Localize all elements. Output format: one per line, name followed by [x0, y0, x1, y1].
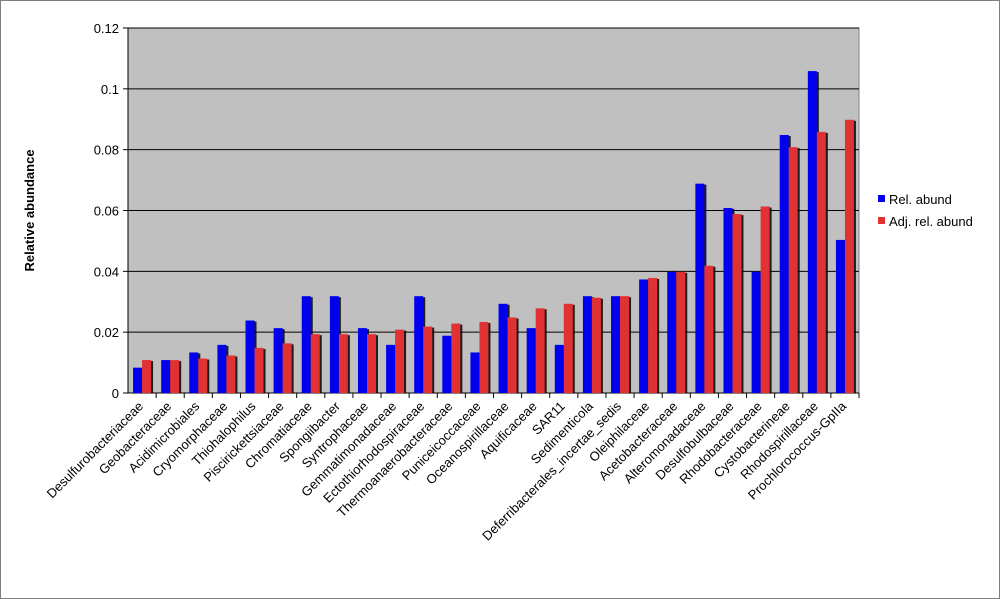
bar-adj-rel-abund [788, 147, 800, 393]
y-tick-label: 0.1 [101, 82, 119, 97]
bar-rel-abund [751, 271, 763, 393]
bar-adj-rel-abund [142, 360, 154, 393]
bar-rel-abund [442, 335, 454, 393]
bar-adj-rel-abund [395, 329, 407, 393]
bars [133, 71, 856, 394]
y-tick-label: 0.04 [94, 264, 119, 279]
bar-adj-rel-abund [620, 296, 632, 393]
bar-rel-abund [357, 328, 369, 393]
bar-adj-rel-abund [816, 131, 828, 393]
bar-adj-rel-abund [451, 323, 463, 393]
bar-adj-rel-abund [704, 265, 716, 393]
y-tick-label: 0.12 [94, 21, 119, 36]
bar-rel-abund [779, 134, 791, 393]
bar-adj-rel-abund [507, 317, 519, 393]
bar-rel-abund [554, 344, 566, 393]
x-axis-labels: DesulfurobacteriaceaeGeobacteraceaeAcidi… [44, 393, 860, 544]
bar-adj-rel-abund [226, 355, 238, 393]
legend-swatch [878, 195, 885, 202]
bar-rel-abund [245, 320, 257, 393]
bar-rel-abund [161, 360, 173, 393]
bar-adj-rel-abund [198, 358, 210, 393]
legend-label: Adj. rel. abund [889, 214, 973, 229]
bar-rel-abund [386, 344, 398, 393]
bar-adj-rel-abund [170, 360, 182, 393]
bar-adj-rel-abund [479, 322, 491, 393]
legend-label: Rel. abund [889, 192, 952, 207]
bar-adj-rel-abund [676, 271, 688, 393]
bar-adj-rel-abund [591, 297, 603, 393]
bar-rel-abund [329, 296, 341, 393]
bar-rel-abund [611, 296, 623, 393]
bar-adj-rel-abund [844, 119, 856, 393]
bar-rel-abund [526, 328, 538, 393]
legend-swatch [878, 217, 885, 224]
bar-adj-rel-abund [310, 334, 322, 393]
bar-rel-abund [470, 352, 482, 393]
bar-rel-abund [582, 296, 594, 393]
bar-adj-rel-abund [254, 347, 266, 393]
bar-rel-abund [667, 271, 679, 393]
bar-adj-rel-abund [366, 334, 378, 393]
bar-adj-rel-abund [282, 343, 294, 393]
bar-adj-rel-abund [760, 206, 772, 393]
y-tick-label: 0 [112, 386, 119, 401]
bar-adj-rel-abund [648, 277, 660, 393]
legend: Rel. abund Adj. rel. abund [878, 192, 973, 229]
bar-adj-rel-abund [732, 214, 744, 393]
bar-rel-abund [498, 303, 510, 393]
y-tick-label: 0.08 [94, 143, 119, 158]
bar-rel-abund [723, 207, 735, 393]
y-axis-label: Relative abundance [22, 149, 37, 271]
y-tick-label: 0.06 [94, 204, 119, 219]
bar-adj-rel-abund [563, 303, 575, 393]
bar-rel-abund [639, 279, 651, 393]
bar-rel-abund [301, 296, 313, 393]
bar-rel-abund [807, 71, 819, 394]
bar-rel-abund [695, 183, 707, 393]
bar-adj-rel-abund [535, 308, 547, 393]
y-tick-label: 0.02 [94, 325, 119, 340]
bar-adj-rel-abund [338, 334, 350, 393]
bar-rel-abund [273, 328, 285, 393]
bar-rel-abund [189, 352, 201, 393]
bar-rel-abund [835, 239, 847, 393]
bar-rel-abund [414, 296, 426, 393]
bar-rel-abund [217, 344, 229, 393]
bar-rel-abund [133, 367, 145, 393]
bar-adj-rel-abund [423, 326, 435, 393]
